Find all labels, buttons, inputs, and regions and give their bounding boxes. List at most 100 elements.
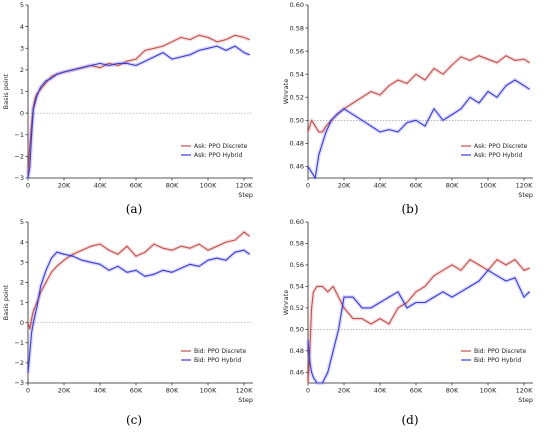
data-point: [442, 291, 444, 293]
data-point: [144, 275, 146, 277]
data-point: [316, 285, 318, 287]
data-point: [180, 56, 182, 58]
y-tick-label: 3: [20, 44, 24, 52]
y-tick-label: 2: [20, 279, 24, 287]
y-tick-label: 0.58: [290, 24, 304, 32]
x-tick-label: 100K: [480, 387, 497, 395]
data-point: [144, 251, 146, 253]
y-tick-label: 0.50: [290, 326, 304, 334]
data-point: [189, 263, 191, 265]
x-tick-label: 60K: [130, 387, 143, 395]
series-band-hybrid: [306, 78, 531, 180]
data-point: [442, 73, 444, 75]
y-tick-label: 0.60: [290, 218, 304, 226]
data-point: [314, 177, 316, 179]
data-point: [126, 245, 128, 247]
y-tick-label: −3: [14, 379, 24, 387]
y-tick-label: 4: [20, 23, 24, 31]
series-line-discrete: [27, 231, 250, 330]
data-point: [325, 125, 327, 127]
data-point: [189, 247, 191, 249]
x-axis-label: Step: [238, 191, 253, 199]
data-point: [415, 73, 417, 75]
data-point: [243, 231, 245, 233]
data-point: [225, 259, 227, 261]
x-tick-label: 120K: [236, 387, 253, 395]
x-tick-label: 40K: [374, 182, 387, 190]
data-point: [198, 243, 200, 245]
data-point: [514, 59, 516, 61]
data-point: [234, 34, 236, 36]
data-point: [388, 323, 390, 325]
data-point: [162, 247, 164, 249]
data-point: [370, 323, 372, 325]
data-point: [50, 271, 52, 273]
data-point: [234, 251, 236, 253]
data-point: [29, 352, 31, 354]
data-point: [361, 96, 363, 98]
data-point: [81, 249, 83, 251]
legend-label-discrete: Ask: PPO Discrete: [194, 143, 248, 150]
data-point: [216, 245, 218, 247]
data-point: [144, 60, 146, 62]
y-tick-label: 2: [20, 66, 24, 74]
legend-label-hybrid: Ask: PPO Hybrid: [194, 152, 243, 159]
series-discrete: [306, 53, 531, 134]
data-point: [126, 271, 128, 273]
panel-caption: (c): [126, 413, 142, 427]
y-tick-label: 1: [20, 299, 24, 307]
data-point: [424, 302, 426, 303]
y-tick-label: −3: [14, 174, 24, 182]
data-point: [406, 307, 408, 309]
data-point: [81, 67, 83, 69]
data-point: [487, 91, 489, 92]
data-point: [496, 62, 498, 64]
data-point: [406, 302, 408, 303]
data-point: [312, 291, 314, 293]
x-tick-label: 120K: [236, 182, 253, 190]
data-point: [397, 131, 399, 133]
data-point: [514, 259, 516, 261]
data-point: [388, 129, 390, 131]
data-point: [311, 307, 313, 309]
data-point: [207, 47, 209, 49]
data-point: [343, 108, 345, 110]
data-point: [63, 259, 65, 261]
data-point: [189, 39, 191, 41]
data-point: [311, 371, 313, 373]
data-point: [321, 285, 323, 287]
data-point: [415, 119, 417, 121]
data-point: [451, 296, 453, 298]
series-line-discrete: [307, 55, 530, 133]
data-point: [330, 119, 332, 121]
data-point: [225, 241, 227, 243]
data-point: [27, 177, 29, 179]
data-point: [460, 291, 462, 293]
data-point: [352, 296, 354, 298]
data-point: [311, 119, 313, 121]
y-tick-label: 0.56: [290, 47, 304, 55]
data-point: [433, 296, 435, 298]
data-point: [248, 253, 250, 255]
data-point: [496, 275, 498, 277]
x-tick-label: 80K: [446, 182, 459, 190]
data-point: [406, 82, 408, 84]
data-point: [198, 265, 200, 267]
data-point: [424, 79, 426, 81]
x-tick-label: 0: [306, 182, 310, 190]
legend-label-hybrid: Bid: PPO Hybrid: [194, 357, 241, 364]
series-hybrid: [26, 248, 251, 374]
y-tick-label: 5: [20, 218, 24, 226]
y-axis-label: Basis point: [2, 284, 10, 320]
data-point: [361, 307, 363, 309]
data-point: [307, 382, 309, 384]
data-point: [343, 296, 345, 298]
data-point: [32, 322, 34, 324]
data-point: [469, 96, 471, 98]
data-point: [433, 108, 435, 110]
legend: Ask: PPO Discrete Ask: PPO Hybrid: [461, 143, 528, 159]
data-point: [321, 131, 323, 133]
data-point: [424, 285, 426, 287]
data-point: [171, 58, 173, 60]
